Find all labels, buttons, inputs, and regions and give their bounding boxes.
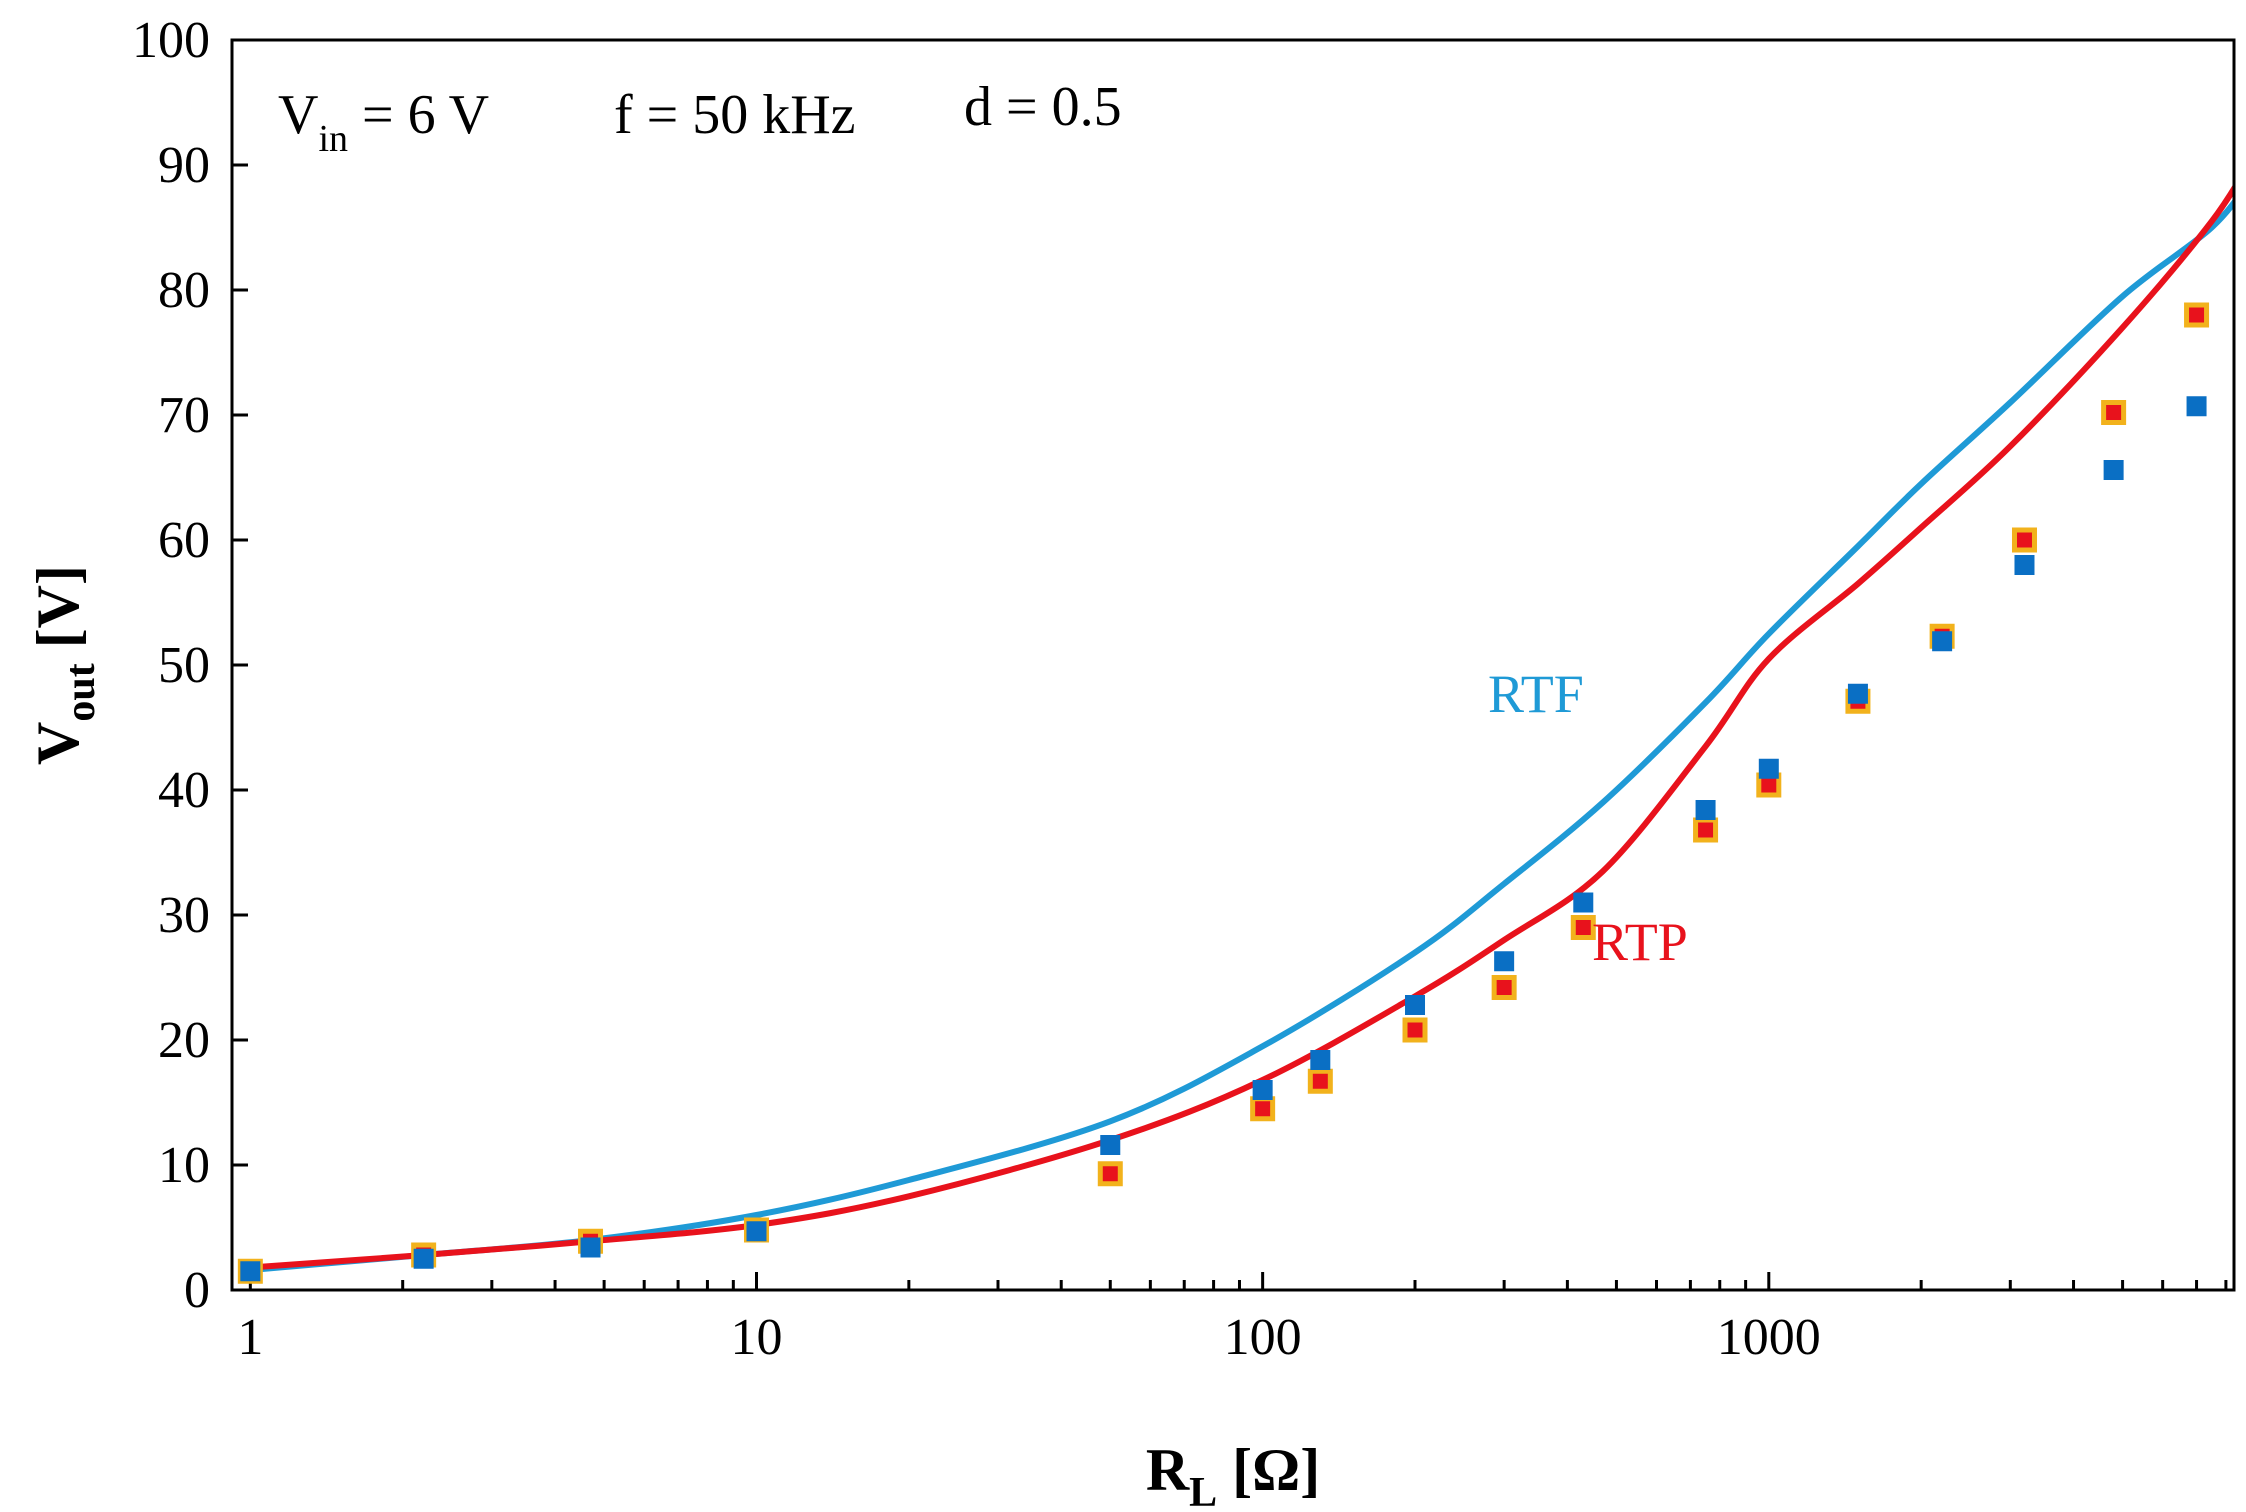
point-rtf-measured-13	[1932, 631, 1953, 652]
point-rtp-measured-16	[2184, 302, 2210, 328]
x-axis-title: RL [Ω]	[1146, 1437, 1320, 1512]
point-rtf-measured-15	[2103, 460, 2124, 480]
x-tick-label-1000: 1000	[1717, 1309, 1821, 1366]
y-tick-label-30: 30	[158, 887, 210, 944]
point-rtf-measured-6	[1310, 1050, 1331, 1070]
series-points	[237, 302, 2210, 1284]
point-rtf-measured-10	[1695, 800, 1716, 820]
y-tick-label-80: 80	[158, 262, 210, 319]
series-line-rtp	[250, 183, 2234, 1271]
series-lines	[250, 183, 2234, 1273]
y-tick-label-20: 20	[158, 1012, 210, 1069]
x-tick-marks	[248, 1272, 2228, 1290]
point-rtf-measured-14	[2014, 555, 2035, 575]
plot-background	[232, 40, 2234, 1290]
y-tick-label-70: 70	[158, 387, 210, 444]
point-rtp-measured-7	[1402, 1017, 1428, 1043]
plot-frame	[230, 38, 2236, 1292]
point-rtf-measured-2	[580, 1237, 601, 1258]
point-rtp-measured-8	[1491, 975, 1517, 1000]
y-tick-label-10: 10	[158, 1137, 210, 1194]
point-rtp-measured-5	[1250, 1096, 1276, 1122]
x-axis-title-sub: L	[1189, 1470, 1217, 1512]
y-axis-title-unit: [V]	[25, 565, 91, 663]
annotation-vin-sub: in	[318, 118, 348, 160]
annotation-vin: Vin = 6 V	[278, 84, 489, 160]
point-rtf-measured-7	[1405, 995, 1426, 1015]
point-rtf-measured-11	[1758, 758, 1779, 779]
annotation-vin-main: V	[278, 84, 318, 146]
series-label-rtf: RTF	[1488, 664, 1584, 724]
annotation-vin-rest: = 6 V	[348, 84, 489, 146]
y-tick-label-0: 0	[184, 1262, 210, 1319]
x-tick-label-100: 100	[1224, 1309, 1302, 1366]
point-rtf-measured-4	[1100, 1135, 1121, 1155]
point-rtf-measured-1	[413, 1248, 434, 1269]
point-rtp-measured-9	[1570, 915, 1596, 940]
annotation-duty: d = 0.5	[964, 76, 1122, 138]
series-line-rtf	[250, 197, 2234, 1273]
x-axis-title-unit: [Ω]	[1217, 1437, 1320, 1503]
x-tick-label-1: 1	[237, 1309, 263, 1366]
point-rtp-measured-14	[2011, 527, 2037, 553]
point-rtp-measured-10	[1693, 817, 1719, 843]
point-rtf-measured-8	[1494, 951, 1515, 972]
x-tick-label-10: 10	[730, 1309, 782, 1366]
y-tick-label-50: 50	[158, 637, 210, 694]
x-tick-labels: 1 10 100 1000	[237, 1309, 1820, 1366]
point-rtf-measured-16	[2186, 396, 2207, 417]
point-rtf-measured-0	[240, 1261, 261, 1282]
point-rtf-measured-9	[1573, 892, 1594, 913]
y-tick-label-60: 60	[158, 512, 210, 569]
y-axis-title-sub: out	[58, 663, 104, 721]
point-rtp-measured-15	[2101, 400, 2127, 425]
y-tick-label-90: 90	[158, 137, 210, 194]
y-tick-label-40: 40	[158, 762, 210, 819]
annotation-frequency: f = 50 kHz	[614, 84, 856, 146]
point-rtf-measured-12	[1847, 683, 1868, 704]
point-rtp-measured-4	[1097, 1161, 1123, 1187]
y-axis-title-main: V	[25, 722, 91, 765]
y-tick-label-100: 100	[132, 12, 210, 69]
y-tick-labels: 0 10 20 30 40 50 60 70 80 90 100	[132, 12, 210, 1319]
series-label-rtp: RTP	[1592, 912, 1688, 972]
x-axis-title-main: R	[1146, 1437, 1190, 1503]
point-rtf-measured-5	[1252, 1080, 1273, 1100]
point-rtp-measured-6	[1307, 1068, 1333, 1094]
y-axis-title: Vout [V]	[25, 565, 104, 765]
point-rtf-measured-3	[746, 1221, 767, 1242]
